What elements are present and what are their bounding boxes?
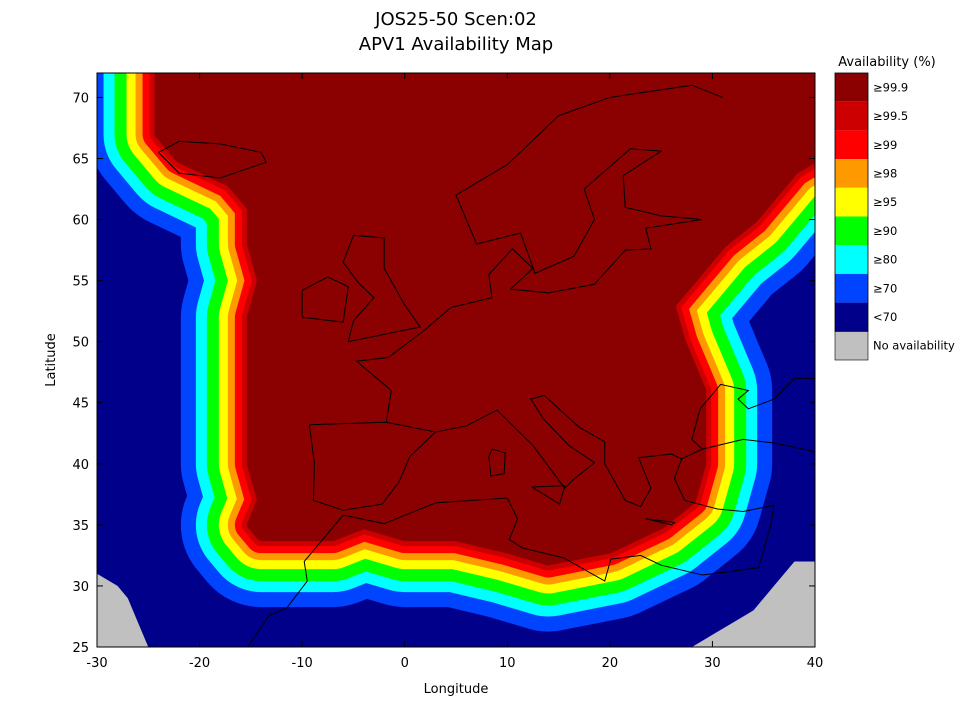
- legend-swatch: [835, 130, 868, 160]
- coastline-0: [158, 140, 267, 179]
- legend-swatch: [835, 245, 868, 274]
- coastline-1: [301, 276, 349, 323]
- y-tick-label: 25: [72, 641, 89, 656]
- y-tick-label: 65: [72, 152, 89, 167]
- coastline-4: [355, 248, 534, 423]
- chart-subtitle: APV1 Availability Map: [359, 34, 553, 55]
- legend-swatch: [835, 159, 868, 188]
- no-availability-zone-1: [691, 561, 815, 647]
- coastline-5: [510, 148, 703, 294]
- x-axis: -30 -20 -10 0 10 20 30 40: [86, 73, 823, 671]
- y-axis-label: Latitude: [44, 333, 59, 387]
- x-tick-label: 30: [704, 656, 721, 671]
- x-tick-label: 10: [499, 656, 516, 671]
- y-tick-label: 70: [72, 91, 89, 106]
- coastline-3: [308, 421, 437, 511]
- coastline-12: [645, 518, 676, 526]
- y-tick-label: 55: [72, 275, 89, 290]
- legend-swatch: [835, 187, 868, 217]
- plot-frame: [96, 72, 816, 648]
- coastline-6: [455, 84, 723, 274]
- y-tick-label: 50: [72, 336, 89, 351]
- coastline-15: [681, 448, 703, 460]
- plot-area: [97, 73, 815, 647]
- legend-swatch: [835, 101, 868, 131]
- legend-label: ≥99: [873, 138, 897, 152]
- coastline-14: [691, 377, 815, 453]
- y-tick-label: 45: [72, 397, 89, 412]
- legend-items: ≥99.9 ≥99.5 ≥99 ≥98 ≥95 ≥90 ≥80 ≥70 <70 No availa…: [834, 72, 955, 361]
- legend-swatch: [835, 273, 868, 303]
- coastline-9: [247, 514, 344, 647]
- legend-label: ≥99.5: [873, 109, 908, 123]
- x-tick-label: -30: [86, 656, 107, 671]
- legend-swatch: [834, 330, 869, 361]
- x-tick-label: 20: [602, 656, 619, 671]
- legend-frame: [834, 72, 869, 332]
- band-999-0: [154, 73, 815, 566]
- legend-label: ≥90: [873, 224, 897, 238]
- legend-label: ≥70: [873, 281, 897, 295]
- legend-label: ≥99.9: [873, 80, 908, 94]
- x-tick-label: 40: [807, 656, 824, 671]
- legend-label: ≥95: [873, 195, 897, 209]
- legend-label: No availability: [873, 339, 955, 353]
- chart-title: JOS25-50 Scen:02: [374, 9, 537, 30]
- coastline-10: [488, 448, 506, 477]
- legend-label: <70: [873, 310, 897, 324]
- coastline-13: [684, 499, 775, 576]
- legend-label: ≥80: [873, 253, 897, 267]
- x-axis-label: Longitude: [424, 682, 489, 697]
- y-tick-label: 30: [72, 580, 89, 595]
- legend-swatch: [835, 73, 868, 102]
- legend-swatch: [835, 216, 868, 246]
- legend-label: ≥98: [873, 166, 897, 180]
- no-availability-zones: [97, 561, 815, 647]
- x-tick-label: -10: [292, 656, 313, 671]
- x-tick-label: -20: [189, 656, 210, 671]
- legend-swatch: [835, 302, 868, 332]
- y-axis: 25 30 35 40 45 50 55 60 65 70: [72, 91, 815, 656]
- coastline-7: [435, 394, 686, 508]
- legend: Availability (%) ≥99.9≥99.5≥99≥98≥95≥90≥…: [834, 55, 955, 361]
- no-availability-zone-0: [97, 573, 149, 647]
- legend-title: Availability (%): [838, 55, 936, 70]
- coastline-11: [531, 485, 566, 505]
- y-tick-label: 60: [72, 214, 89, 229]
- coastlines: [158, 84, 815, 647]
- y-tick-label: 40: [72, 458, 89, 473]
- x-tick-label: 0: [401, 656, 409, 671]
- availability-bands: [97, 73, 815, 632]
- y-tick-label: 35: [72, 519, 89, 534]
- coastline-8: [343, 497, 703, 582]
- coastline-2: [342, 234, 421, 343]
